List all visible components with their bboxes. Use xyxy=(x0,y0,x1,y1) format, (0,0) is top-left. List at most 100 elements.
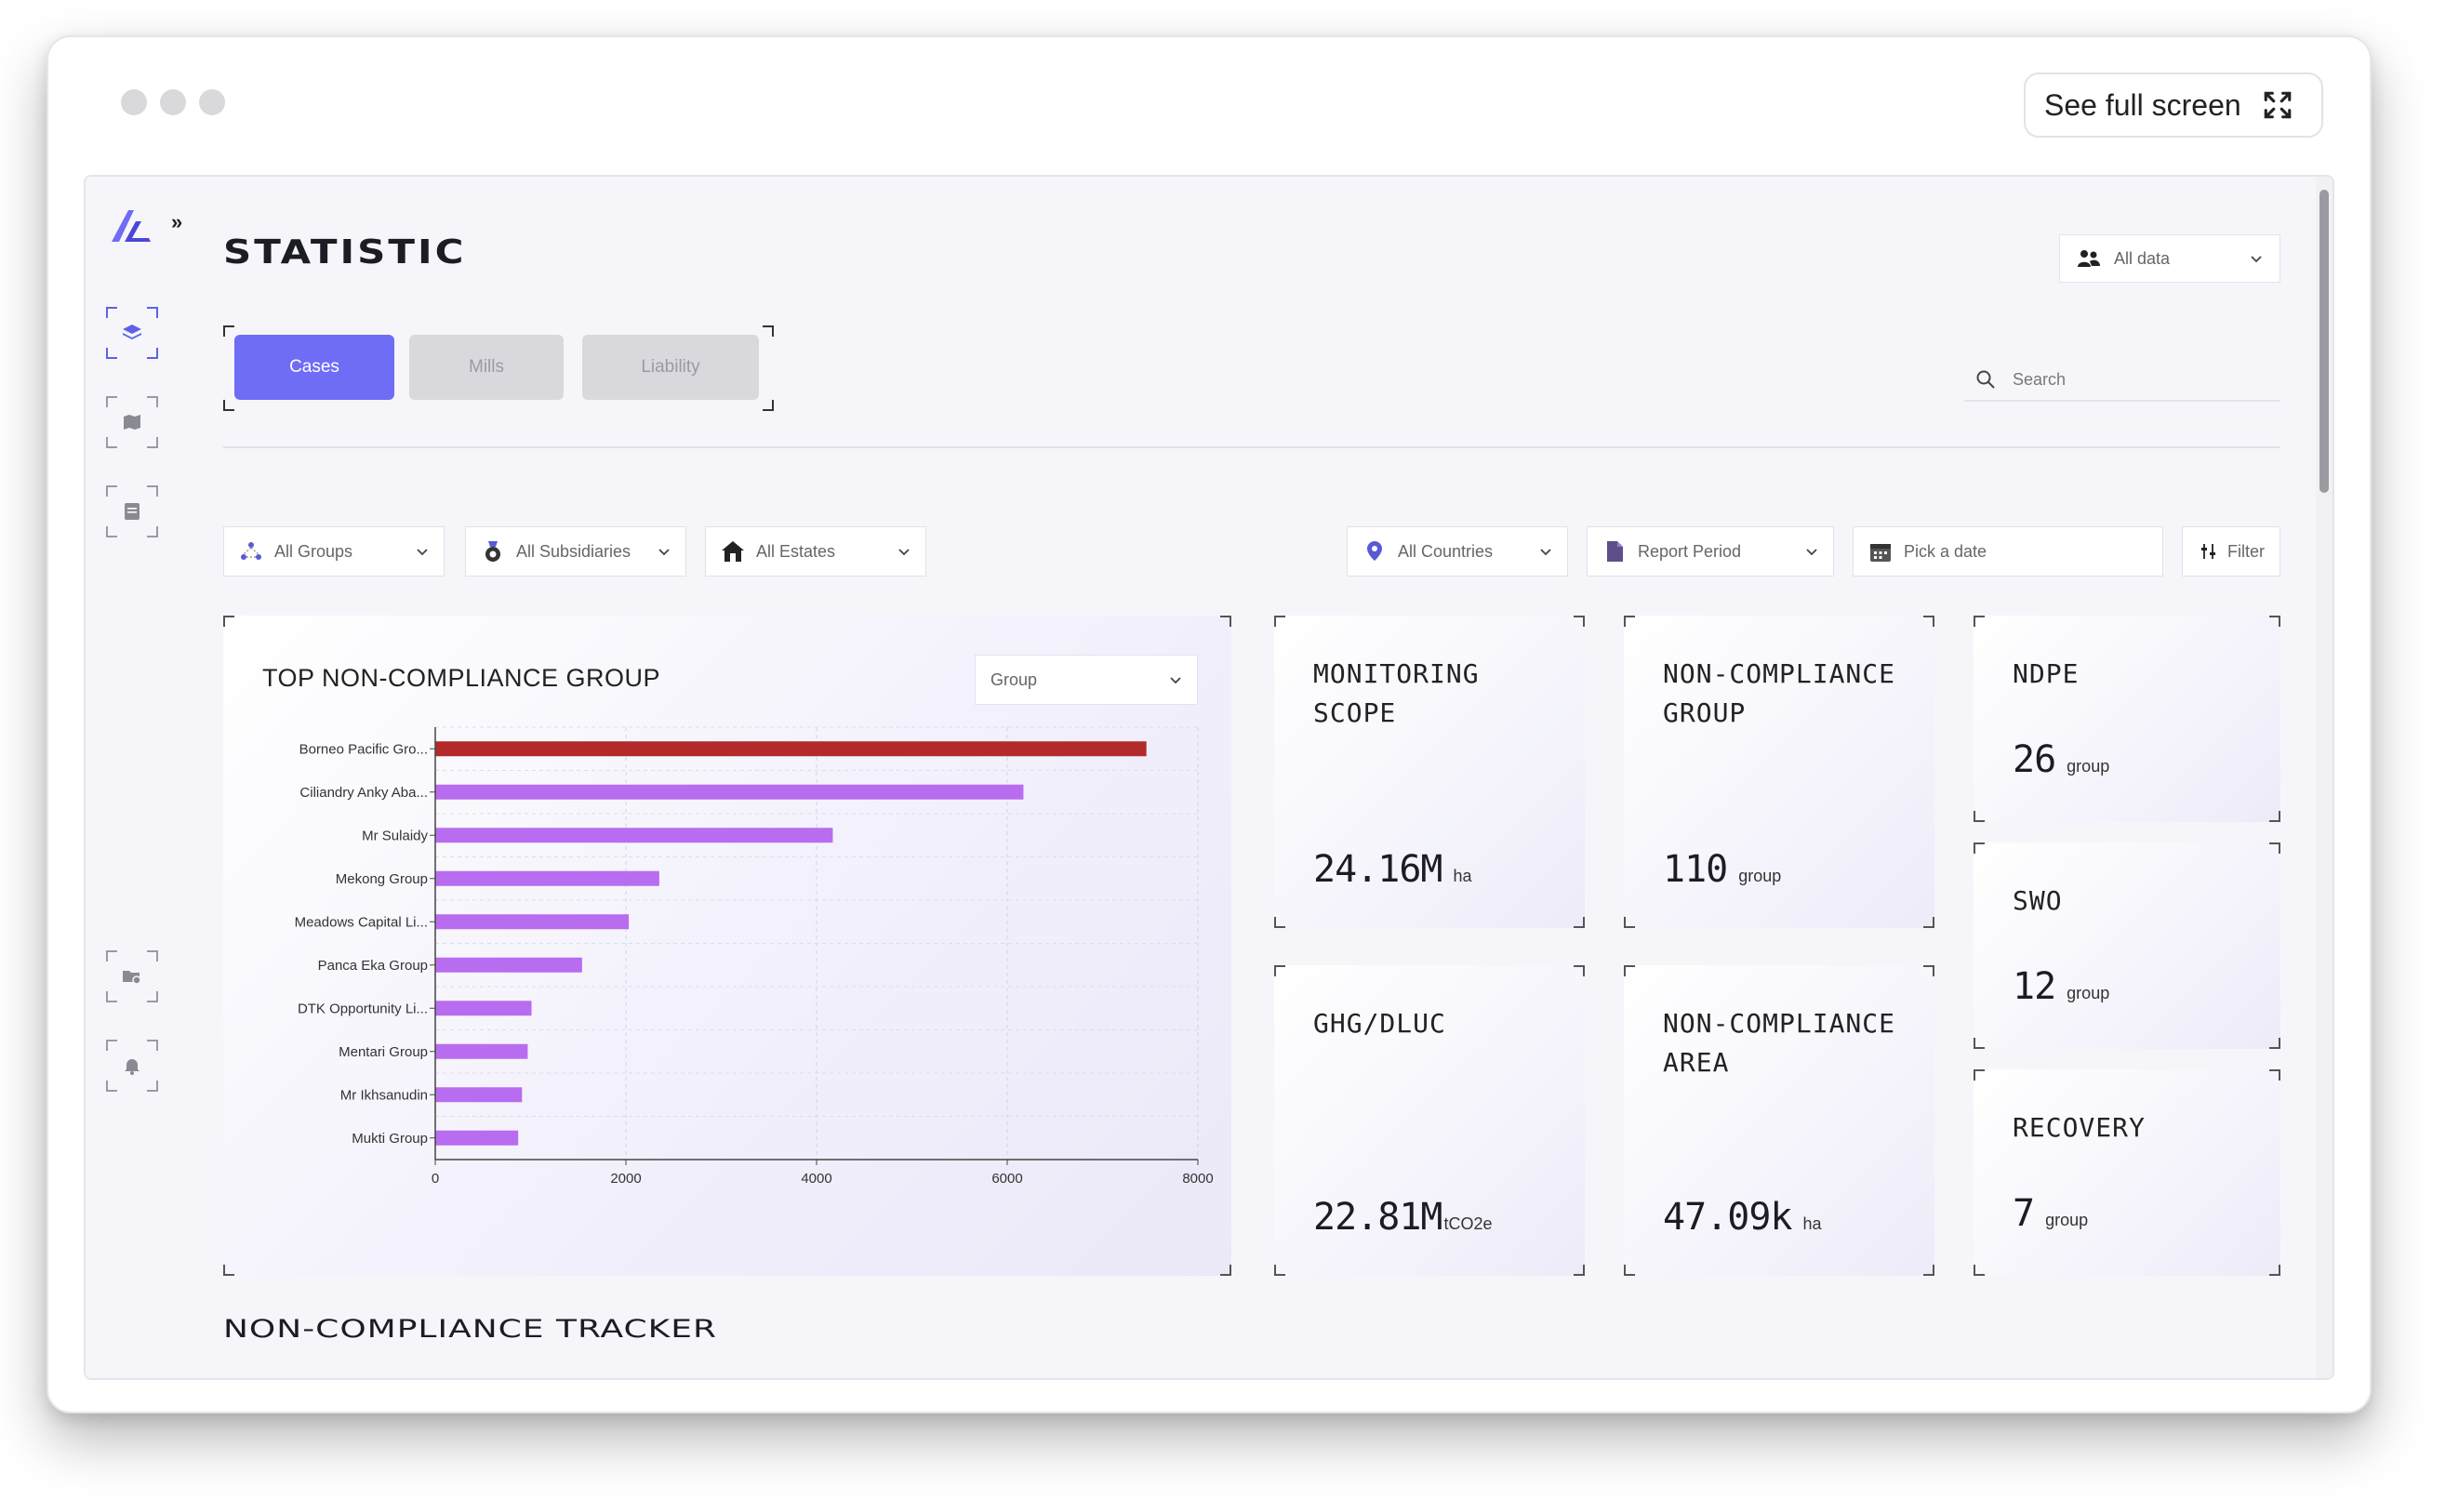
chart-group-select[interactable]: Group xyxy=(975,655,1198,705)
group-network-icon xyxy=(241,542,261,560)
groups-select-value: All Groups xyxy=(274,541,353,561)
page-title: STATISTIC xyxy=(223,232,467,272)
swo-card: SWO 12 group xyxy=(1974,842,2280,1049)
recovery-card: RECOVERY 7 group xyxy=(1974,1069,2280,1276)
tab-group: Cases Mills Liability xyxy=(223,325,774,411)
recovery-label: RECOVERY xyxy=(2013,1112,2146,1143)
data-scope-value: All data xyxy=(2114,248,2171,268)
y-tick-label: Panca Eka Group xyxy=(318,958,428,974)
chevron-down-icon xyxy=(416,542,429,562)
location-pin-icon xyxy=(1367,541,1382,561)
bar xyxy=(435,914,630,930)
noncompliance-group-label: NON-COMPLIANCE GROUP xyxy=(1663,658,1896,728)
bar xyxy=(435,957,582,973)
noncompliance-area-label: NON-COMPLIANCE AREA xyxy=(1663,1008,1896,1078)
app-logo-icon[interactable] xyxy=(108,205,154,245)
countries-select-value: All Countries xyxy=(1398,541,1494,561)
groups-select[interactable]: All Groups xyxy=(223,526,445,577)
sidebar-item-notifications[interactable] xyxy=(106,1040,158,1092)
layers-icon xyxy=(123,325,141,339)
chart-group-select-value: Group xyxy=(990,670,1038,689)
swo-label: SWO xyxy=(2013,885,2063,916)
subsidiaries-select-value: All Subsidiaries xyxy=(516,541,631,561)
x-tick-label: 6000 xyxy=(991,1171,1022,1187)
house-icon xyxy=(722,541,744,562)
section-title: NON-COMPLIANCE TRACKER xyxy=(223,1315,718,1344)
bar xyxy=(435,784,1024,800)
monitoring-scope-label: MONITORING SCOPE xyxy=(1313,658,1480,728)
search-input[interactable]: Search xyxy=(2013,369,2067,389)
filter-button-label: Filter xyxy=(2227,541,2265,561)
filter-button[interactable]: Filter xyxy=(2182,526,2280,577)
ghg-dluc-label: GHG/DLUC xyxy=(1313,1008,1446,1039)
sidebar-item-reports[interactable] xyxy=(106,485,158,537)
browser-frame: See full screen » xyxy=(47,35,2372,1413)
main-content: STATISTIC All data Cases Mills Liability… xyxy=(223,177,2280,1378)
search-field[interactable]: Search xyxy=(1964,359,2280,402)
expand-icon xyxy=(2264,91,2291,119)
recovery-value: 7 group xyxy=(2013,1192,2089,1235)
see-full-screen-label: See full screen xyxy=(2044,87,2241,122)
tab-liability[interactable]: Liability xyxy=(582,335,759,400)
sidebar-item-layers[interactable] xyxy=(106,307,158,359)
monitoring-scope-card: MONITORING SCOPE 24.16M ha xyxy=(1274,616,1585,928)
bar xyxy=(435,741,1147,757)
sidebar-expand-button[interactable]: » xyxy=(171,210,183,233)
x-tick-label: 8000 xyxy=(1182,1171,1213,1187)
tab-mills[interactable]: Mills xyxy=(409,335,564,400)
bar xyxy=(435,870,659,886)
estates-select-value: All Estates xyxy=(756,541,836,561)
noncompliance-area-card: NON-COMPLIANCE AREA 47.09k ha xyxy=(1624,965,1934,1276)
file-icon xyxy=(1607,541,1623,562)
users-icon xyxy=(2078,250,2100,267)
x-tick-label: 2000 xyxy=(610,1171,641,1187)
sliders-icon xyxy=(2201,544,2215,559)
date-picker[interactable]: Pick a date xyxy=(1853,526,2163,577)
bar xyxy=(435,1001,532,1016)
window-dot-maximize[interactable] xyxy=(199,89,225,115)
map-icon xyxy=(124,415,140,430)
y-tick-label: Mukti Group xyxy=(352,1131,428,1147)
sidebar-item-settings[interactable] xyxy=(106,950,158,1002)
bar xyxy=(435,1130,519,1146)
y-tick-label: DTK Opportunity Li... xyxy=(298,1001,428,1016)
noncompliance-group-card: NON-COMPLIANCE GROUP 110 group xyxy=(1624,616,1934,928)
window-controls xyxy=(121,89,225,115)
x-tick-label: 0 xyxy=(432,1171,439,1187)
window-dot-close[interactable] xyxy=(121,89,147,115)
monitoring-scope-value: 24.16M ha xyxy=(1313,848,1472,891)
vertical-scrollbar[interactable] xyxy=(2316,177,2333,1378)
bar xyxy=(435,1087,523,1103)
data-scope-select[interactable]: All data xyxy=(2059,234,2280,283)
chevron-down-icon xyxy=(1805,542,1818,562)
date-picker-placeholder: Pick a date xyxy=(1904,541,1987,561)
y-tick-label: Mr Ikhsanudin xyxy=(340,1087,428,1103)
report-period-select-value: Report Period xyxy=(1638,541,1742,561)
estates-select[interactable]: All Estates xyxy=(705,526,926,577)
x-tick-label: 4000 xyxy=(801,1171,831,1187)
window-dot-minimize[interactable] xyxy=(160,89,186,115)
ndpe-card: NDPE 26 group xyxy=(1974,616,2280,822)
ndpe-value: 26 group xyxy=(2013,738,2110,781)
y-tick-label: Mekong Group xyxy=(336,871,428,887)
bar xyxy=(435,1043,528,1059)
y-tick-label: Meadows Capital Li... xyxy=(295,914,428,930)
sidebar-item-map[interactable] xyxy=(106,396,158,448)
see-full-screen-button[interactable]: See full screen xyxy=(2024,73,2323,138)
noncompliance-area-value: 47.09k ha xyxy=(1663,1196,1822,1239)
chevron-down-icon xyxy=(2250,249,2263,269)
tab-cases[interactable]: Cases xyxy=(234,335,394,400)
countries-select[interactable]: All Countries xyxy=(1347,526,1568,577)
scrollbar-thumb[interactable] xyxy=(2319,190,2329,493)
divider xyxy=(223,446,2280,448)
ghg-dluc-card: GHG/DLUC 22.81M tCO2e xyxy=(1274,965,1585,1276)
subsidiaries-select[interactable]: All Subsidiaries xyxy=(465,526,686,577)
sidebar: » xyxy=(86,177,183,1378)
ghg-dluc-value: 22.81M tCO2e xyxy=(1313,1196,1493,1239)
calendar-icon xyxy=(1870,544,1891,562)
document-icon xyxy=(125,503,140,520)
y-tick-label: Mentari Group xyxy=(339,1044,428,1060)
noncompliance-group-value: 110 group xyxy=(1663,848,1782,891)
app-window: » ST xyxy=(84,175,2334,1380)
report-period-select[interactable]: Report Period xyxy=(1587,526,1834,577)
